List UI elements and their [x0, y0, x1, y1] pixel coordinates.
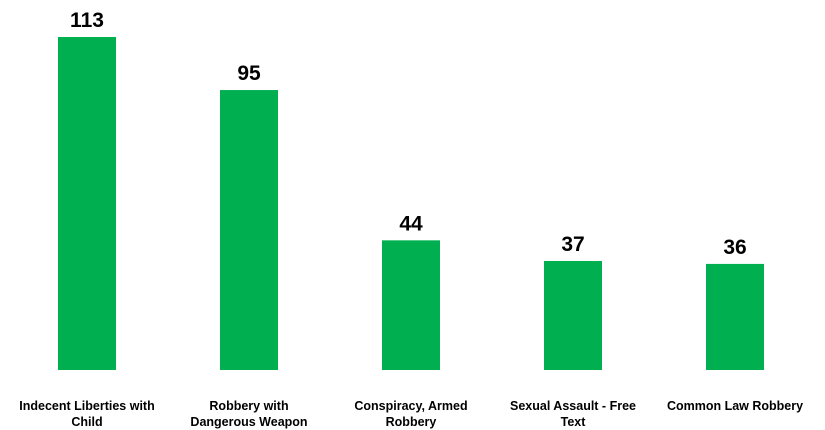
bar-4 [544, 260, 602, 370]
category-label-4: Sexual Assault - Free Text [510, 399, 636, 429]
category-label-5: Common Law Robbery [667, 399, 803, 413]
bar-5 [706, 263, 764, 370]
category-label-3: Conspiracy, Armed Robbery [354, 399, 467, 429]
data-label-1: 113 [70, 9, 104, 32]
category-label-line: Child [71, 415, 102, 429]
data-label-4: 37 [561, 233, 584, 256]
category-label-2: Robbery with Dangerous Weapon [190, 399, 307, 429]
bar-3 [382, 240, 440, 370]
category-label-line: Common Law Robbery [667, 399, 803, 413]
data-label-2: 95 [237, 62, 261, 85]
value-labels-layer: 113 95 44 37 36 [70, 9, 747, 259]
category-label-line: Robbery [386, 415, 437, 429]
category-label-line: Text [561, 415, 587, 429]
category-label-line: Indecent Liberties with [19, 399, 154, 413]
bar-1 [58, 37, 116, 370]
data-label-3: 44 [399, 212, 423, 235]
category-label-line: Robbery with [209, 399, 288, 413]
category-label-1: Indecent Liberties with Child [19, 399, 154, 429]
data-label-5: 36 [723, 236, 746, 259]
category-labels-layer: Indecent Liberties with Child Robbery with… [19, 399, 803, 429]
category-label-line: Dangerous Weapon [190, 415, 307, 429]
category-label-line: Sexual Assault - Free [510, 399, 636, 413]
bar-2 [220, 90, 278, 370]
bars-layer [58, 37, 764, 370]
category-label-line: Conspiracy, Armed [354, 399, 467, 413]
